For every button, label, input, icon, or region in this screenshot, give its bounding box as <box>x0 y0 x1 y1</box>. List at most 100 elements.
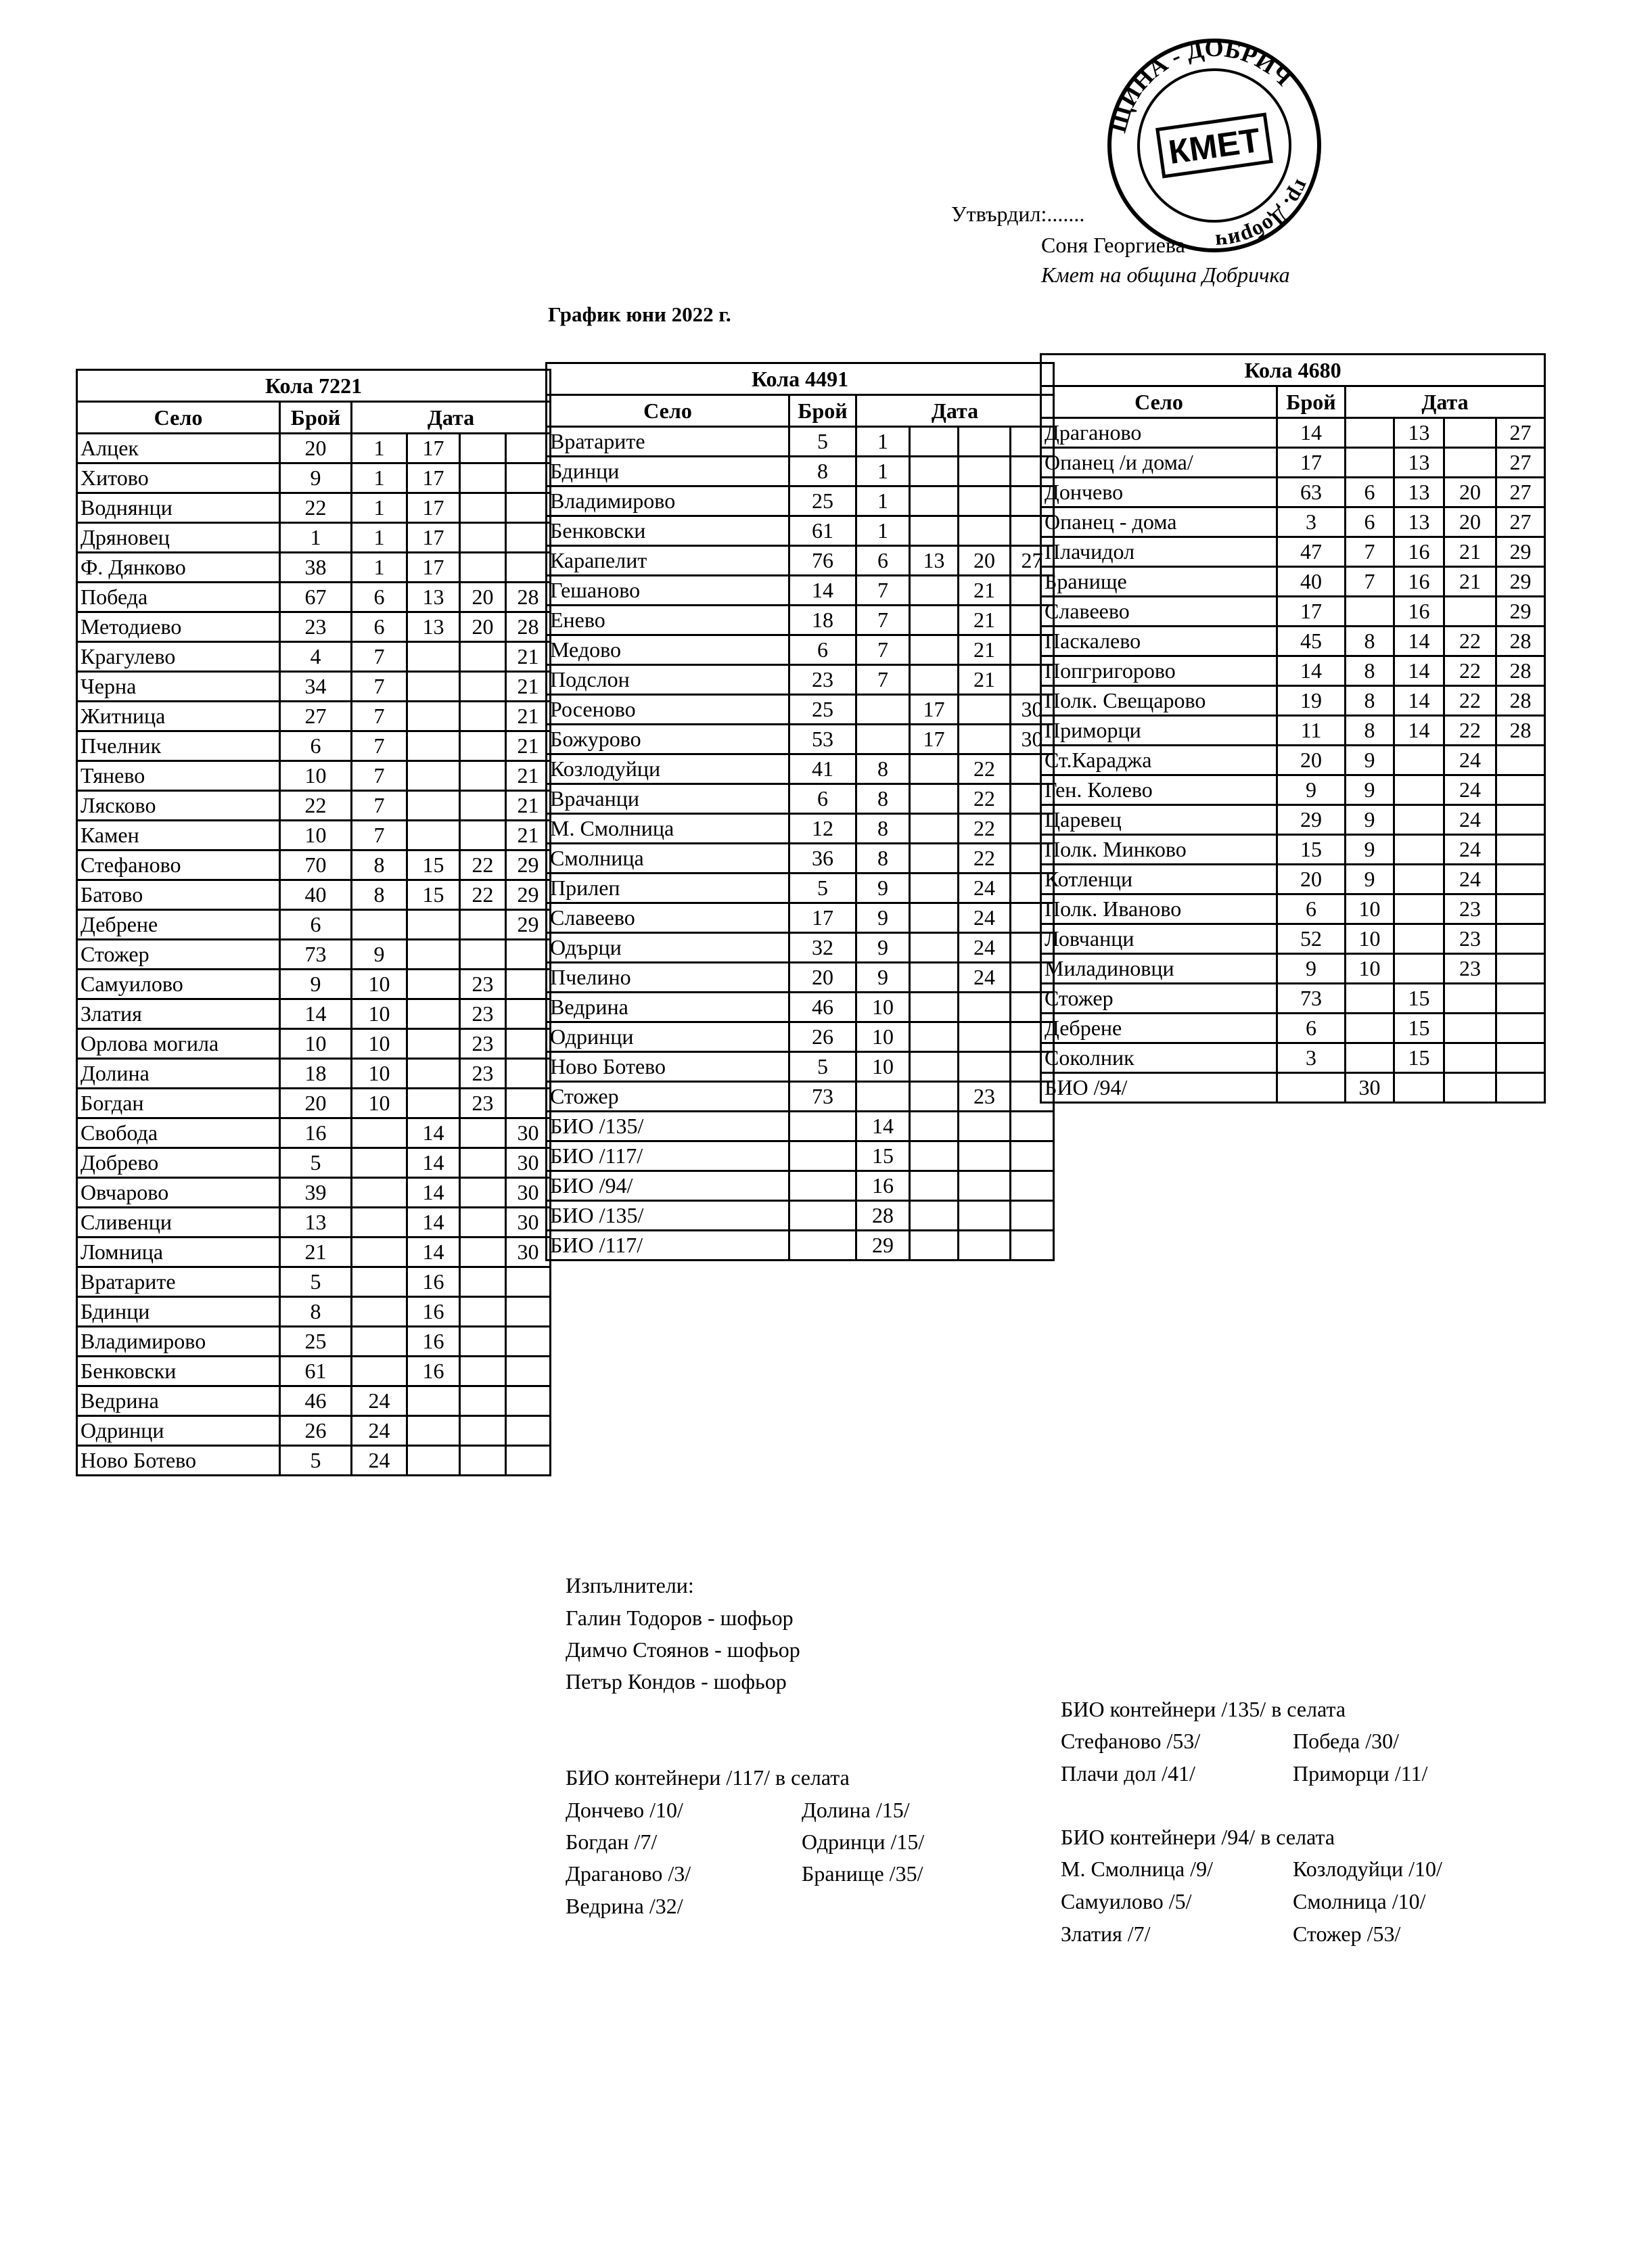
date-cell <box>1393 744 1445 776</box>
table-row: БИО /117/15 <box>545 1140 1055 1172</box>
village-cell: Котленци <box>1040 863 1278 895</box>
date-cell: 24 <box>1443 744 1497 776</box>
date-cell: 10 <box>350 1058 408 1089</box>
date-cell <box>350 1117 408 1149</box>
date-cell: 7 <box>1344 536 1395 568</box>
date-cell <box>504 1058 552 1089</box>
village-cell: Батово <box>76 879 281 911</box>
count-cell: 25 <box>788 485 857 517</box>
schedule-table-4680: Кола 4680 Село Брой Дата Драганово 14 13 27 Опан… <box>1039 353 1546 1104</box>
date-cell <box>459 1296 507 1327</box>
column-header-count: Брой <box>279 401 352 434</box>
date-cell: 6 <box>350 581 408 613</box>
date-cell <box>459 700 507 732</box>
date-cell <box>459 819 507 851</box>
date-cell: 10 <box>350 1087 408 1119</box>
table-row: Драганово 14 13 27 <box>1040 417 1546 449</box>
date-cell <box>1494 804 1546 836</box>
date-cell: 28 <box>1494 655 1546 687</box>
column-header-village: Село <box>76 401 281 434</box>
table-header-row: Село Брой Дата <box>76 401 552 434</box>
table-row: Пчелник 6 7 21 <box>76 730 552 762</box>
date-cell <box>406 1087 461 1119</box>
approver-position: Кмет на община Добричка <box>1041 263 1290 287</box>
date-cell: 13 <box>1393 447 1445 478</box>
village-cell: Опанец /и дома/ <box>1040 447 1278 478</box>
date-cell <box>406 909 461 940</box>
date-cell <box>1494 923 1546 955</box>
table-row: Ловчанци 52 10 23 <box>1040 923 1546 955</box>
table-row: Козлодуйци 41 8 22 <box>545 753 1055 785</box>
column-header-date: Дата <box>350 401 552 434</box>
count-cell: 11 <box>1276 714 1346 746</box>
table-row: Владимирово 25 16 <box>76 1325 552 1357</box>
village-cell: БИО /94/ <box>1040 1072 1278 1104</box>
date-cell: 21 <box>504 641 552 673</box>
village-cell: Ломница <box>76 1236 281 1268</box>
village-cell: Лясково <box>76 790 281 821</box>
date-cell <box>504 1266 552 1298</box>
count-cell: 9 <box>279 968 352 1000</box>
village-cell: Сливенци <box>76 1206 281 1238</box>
village-cell: Медово <box>545 634 790 666</box>
date-cell: 22 <box>957 783 1011 815</box>
date-cell <box>909 664 959 696</box>
date-cell: 14 <box>406 1147 461 1179</box>
count-cell: 17 <box>1276 595 1346 627</box>
date-cell: 7 <box>350 819 408 851</box>
table-row: Котленци 20 9 24 <box>1040 863 1546 895</box>
count-cell: 6 <box>279 909 352 940</box>
table-title-row: Кола 4680 <box>1039 353 1546 387</box>
table-row: Паскалево 45 8 14 22 28 <box>1040 625 1546 657</box>
village-cell: Златия <box>76 998 281 1030</box>
date-cell: 7 <box>350 641 408 673</box>
table-row: Славеево 17 9 24 <box>545 902 1055 934</box>
count-cell: 36 <box>788 842 857 874</box>
date-cell: 8 <box>350 879 408 911</box>
date-cell: 7 <box>350 760 408 792</box>
count-cell: 52 <box>1276 923 1346 955</box>
bio-135-item: Плачи дол /41/ <box>1061 1761 1195 1786</box>
date-cell <box>957 1110 1011 1142</box>
date-cell: 7 <box>350 700 408 732</box>
village-cell: Ловчанци <box>1040 923 1278 955</box>
date-cell <box>855 1081 911 1112</box>
date-cell: 7 <box>855 664 911 696</box>
table-row: Бдинци 8 16 <box>76 1296 552 1327</box>
village-cell: Росеново <box>545 694 790 725</box>
village-cell: Стожер <box>545 1081 790 1112</box>
date-cell <box>1494 1042 1546 1074</box>
date-cell: 16 <box>1393 566 1445 597</box>
date-cell <box>406 1385 461 1417</box>
village-cell: Славеево <box>1040 595 1278 627</box>
date-cell <box>1393 893 1445 925</box>
bio-94-title: БИО контейнери /94/ в селата <box>1061 1825 1335 1849</box>
date-cell <box>406 998 461 1030</box>
table-row: Методиево 23 6 13 20 28 <box>76 611 552 643</box>
date-cell <box>1443 595 1497 627</box>
village-cell: Стожер <box>76 938 281 970</box>
table-row: БИО /135/28 <box>545 1200 1055 1231</box>
date-cell: 14 <box>1393 655 1445 687</box>
count-cell: 5 <box>279 1445 352 1476</box>
date-cell: 21 <box>957 634 1011 666</box>
date-cell: 16 <box>406 1266 461 1298</box>
date-cell: 9 <box>350 938 408 970</box>
count-cell: 5 <box>279 1266 352 1298</box>
date-cell: 6 <box>350 611 408 643</box>
date-cell: 14 <box>1393 685 1445 717</box>
date-cell: 20 <box>1443 476 1497 508</box>
date-cell: 7 <box>350 790 408 821</box>
date-cell <box>909 515 959 547</box>
column-header-date: Дата <box>854 394 1055 428</box>
date-cell: 28 <box>1494 714 1546 746</box>
table-row: Стожер 73 9 <box>76 938 552 970</box>
village-cell: Орлова могила <box>76 1028 281 1060</box>
count-cell: 45 <box>1276 625 1346 657</box>
village-cell: Пчелино <box>545 961 790 993</box>
date-cell: 21 <box>1443 536 1497 568</box>
date-cell <box>459 1325 507 1357</box>
date-cell: 6 <box>855 545 911 576</box>
table-row: Стефаново 70 8 15 22 29 <box>76 849 552 881</box>
count-cell: 22 <box>279 790 352 821</box>
